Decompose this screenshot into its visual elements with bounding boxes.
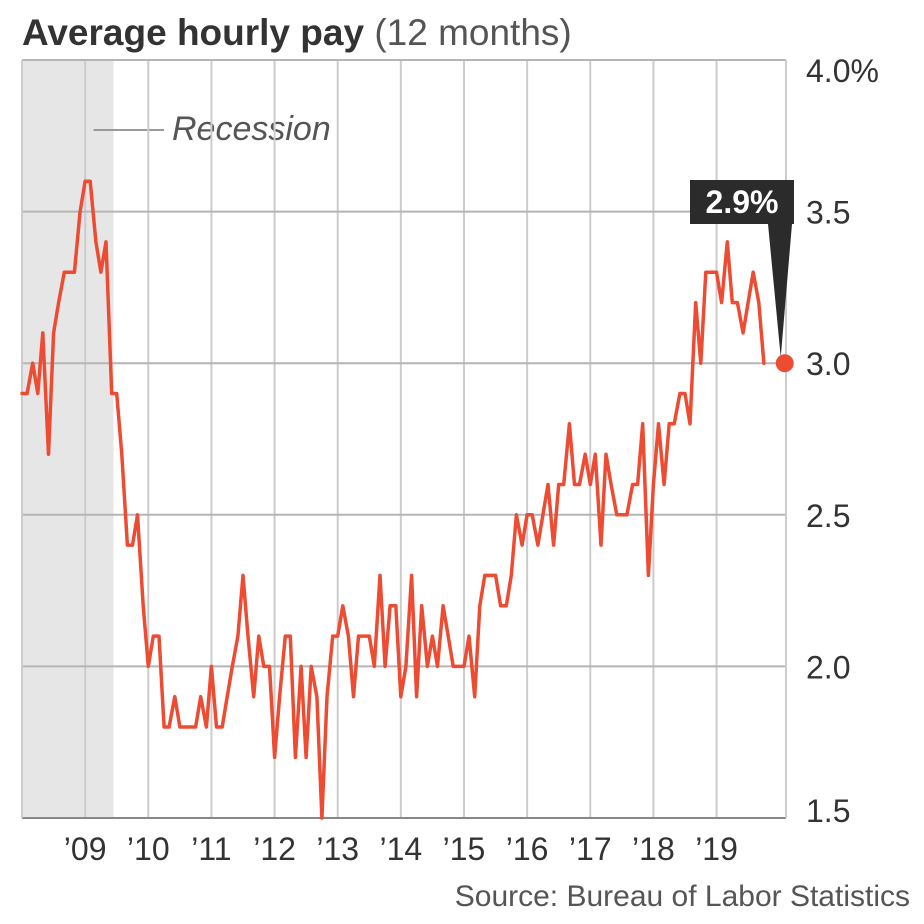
x-tick-label: ’18	[632, 831, 675, 867]
callout-pointer	[768, 224, 792, 358]
x-tick-label: ’14	[379, 831, 422, 867]
tick-layer: ’09 ’10 ’11 ’12 ’13 ’14 ’15 ’16 ’17 ’18 ’19 1.5 2.0 2…	[64, 53, 879, 867]
x-tick-label: ’17	[569, 831, 612, 867]
recession-label: Recession	[172, 110, 331, 148]
y-tick-label: 2.5	[806, 498, 850, 534]
subtitle-text: (12 months)	[374, 12, 572, 53]
y-tick-label: 2.0	[806, 649, 850, 685]
recession-band	[22, 60, 114, 818]
x-tick-label: ’12	[253, 831, 296, 867]
x-tick-label: ’13	[316, 831, 359, 867]
callout-value: 2.9%	[706, 184, 779, 220]
x-tick-label: ’15	[443, 831, 486, 867]
callout-layer: 2.9%	[690, 180, 794, 373]
series-layer	[20, 179, 766, 820]
x-tick-label: ’19	[695, 831, 738, 867]
end-point-marker	[775, 354, 794, 373]
source-note: Source: Bureau of Labor Statistics	[454, 880, 910, 913]
chart-title: Average hourly pay (12 months)	[22, 12, 572, 54]
y-tick-label: 3.5	[806, 195, 850, 231]
y-tick-label: 3.0	[806, 346, 850, 382]
x-tick-label: ’10	[127, 831, 170, 867]
title-text: Average hourly pay	[22, 12, 365, 53]
series-line	[20, 179, 766, 820]
callout-box	[690, 180, 794, 224]
x-tick-label: ’16	[506, 831, 549, 867]
recession-layer: Recession	[22, 60, 331, 818]
y-tick-label: 1.5	[806, 793, 850, 829]
grid-layer	[21, 59, 787, 819]
x-tick-label: ’11	[191, 831, 231, 867]
x-tick-label: ’09	[64, 831, 107, 867]
y-tick-label: 4.0%	[806, 53, 879, 89]
